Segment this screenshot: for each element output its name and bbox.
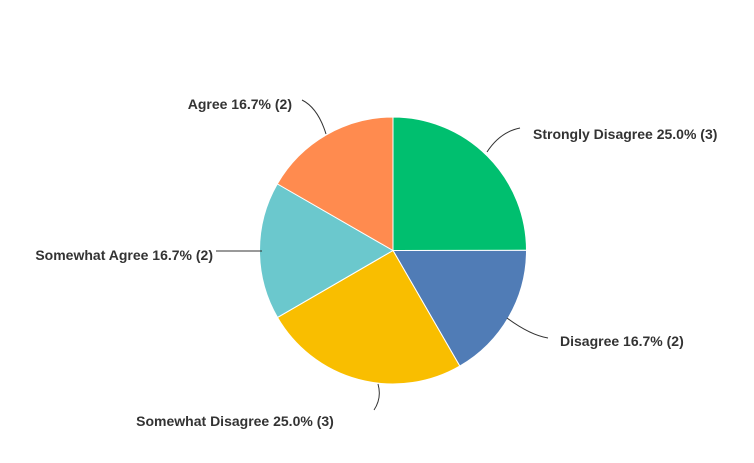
leader-line [373,383,380,411]
slice-label: Strongly Disagree 25.0% (3) [533,126,717,142]
slice-label: Somewhat Agree 16.7% (2) [35,247,213,263]
slice-label: Somewhat Disagree 25.0% (3) [136,413,334,429]
leader-line [486,127,521,153]
pie-slice-somewhat-disagree [276,249,461,385]
slice-label: Disagree 16.7% (2) [560,333,684,349]
pie-slice-agree [276,116,394,252]
pie-slice-disagree [392,249,528,367]
leader-line [506,317,549,339]
leader-line [301,99,327,135]
slice-label: Agree 16.7% (2) [188,96,292,112]
pie-slice-strongly-disagree [392,116,528,252]
